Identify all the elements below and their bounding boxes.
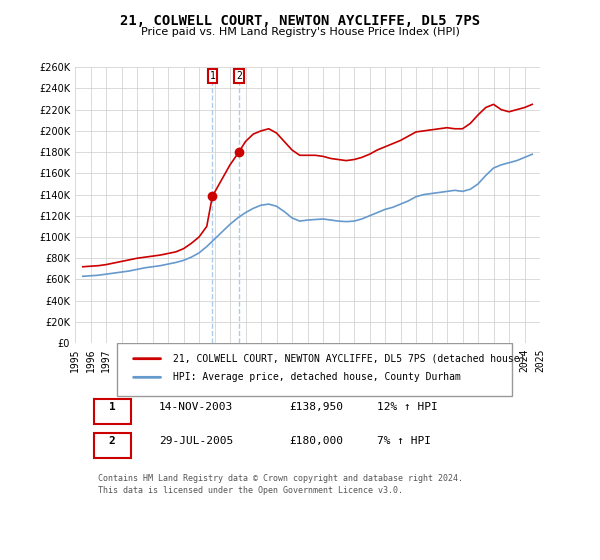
Text: £180,000: £180,000 (289, 436, 343, 446)
Text: This data is licensed under the Open Government Licence v3.0.: This data is licensed under the Open Gov… (98, 486, 403, 495)
Text: 2: 2 (236, 71, 242, 81)
Text: 7% ↑ HPI: 7% ↑ HPI (377, 436, 431, 446)
FancyBboxPatch shape (94, 433, 131, 458)
Text: £138,950: £138,950 (289, 402, 343, 412)
FancyBboxPatch shape (94, 399, 131, 424)
Text: 2: 2 (109, 436, 116, 446)
Text: 1: 1 (109, 402, 116, 412)
Text: HPI: Average price, detached house, County Durham: HPI: Average price, detached house, Coun… (173, 372, 461, 382)
Text: 21, COLWELL COURT, NEWTON AYCLIFFE, DL5 7PS: 21, COLWELL COURT, NEWTON AYCLIFFE, DL5 … (120, 14, 480, 28)
Text: Price paid vs. HM Land Registry's House Price Index (HPI): Price paid vs. HM Land Registry's House … (140, 27, 460, 37)
Text: 12% ↑ HPI: 12% ↑ HPI (377, 402, 438, 412)
Text: 29-JUL-2005: 29-JUL-2005 (158, 436, 233, 446)
Text: 21, COLWELL COURT, NEWTON AYCLIFFE, DL5 7PS (detached house): 21, COLWELL COURT, NEWTON AYCLIFFE, DL5 … (173, 354, 525, 363)
Text: Contains HM Land Registry data © Crown copyright and database right 2024.: Contains HM Land Registry data © Crown c… (98, 474, 463, 483)
Text: 14-NOV-2003: 14-NOV-2003 (158, 402, 233, 412)
FancyBboxPatch shape (117, 343, 512, 396)
Text: 1: 1 (209, 71, 215, 81)
